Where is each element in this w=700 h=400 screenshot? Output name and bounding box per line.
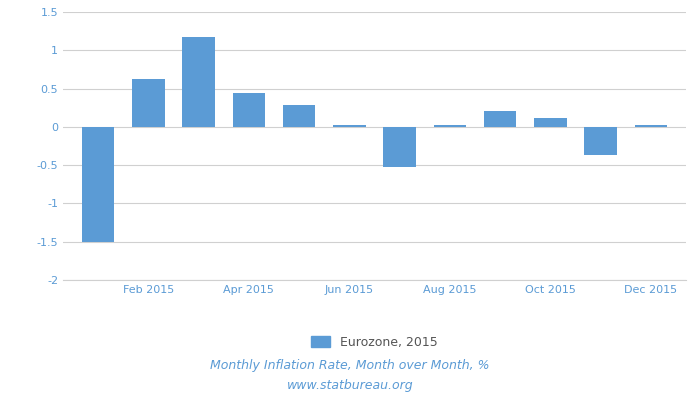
Bar xyxy=(433,125,466,127)
Bar xyxy=(232,93,265,127)
Bar xyxy=(283,105,316,127)
Bar xyxy=(132,79,164,127)
Bar xyxy=(534,118,567,127)
Bar xyxy=(634,124,667,127)
Bar xyxy=(82,127,115,242)
Bar xyxy=(333,125,365,127)
Text: Monthly Inflation Rate, Month over Month, %: Monthly Inflation Rate, Month over Month… xyxy=(210,360,490,372)
Bar xyxy=(384,127,416,168)
Bar xyxy=(584,127,617,155)
Bar xyxy=(484,111,517,127)
Text: www.statbureau.org: www.statbureau.org xyxy=(287,380,413,392)
Legend: Eurozone, 2015: Eurozone, 2015 xyxy=(307,331,442,354)
Bar xyxy=(182,37,215,127)
